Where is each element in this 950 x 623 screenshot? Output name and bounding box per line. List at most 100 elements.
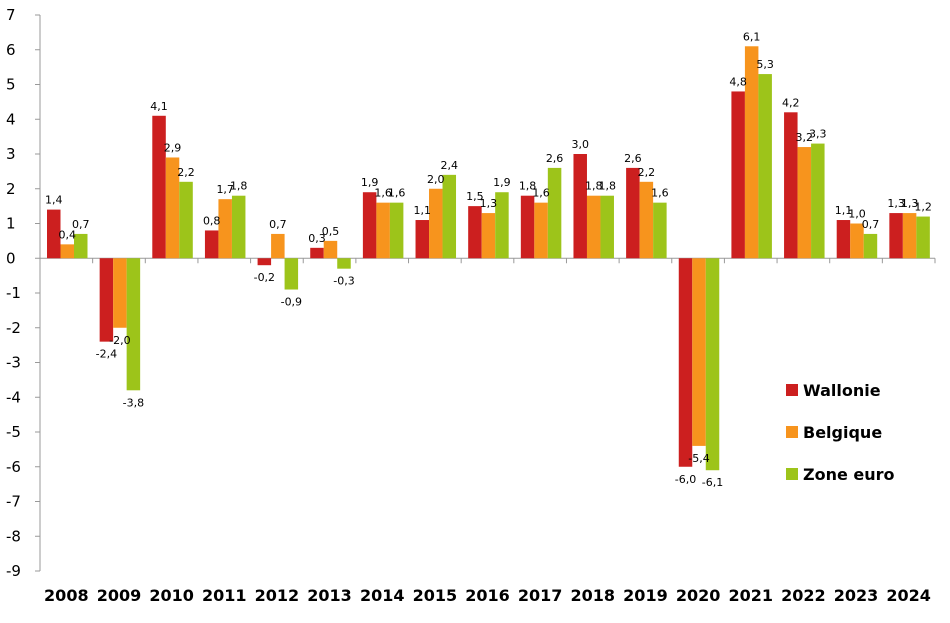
bar-belgique [850, 223, 864, 259]
legend-label: Belgique [803, 423, 882, 442]
y-tick-label: -9 [6, 562, 21, 580]
data-label: 0,4 [59, 228, 77, 241]
bar-belgique [271, 233, 285, 259]
y-tick-label: 6 [6, 41, 16, 59]
bar-zone-euro [284, 258, 299, 290]
bar-wallonie [731, 91, 745, 259]
bar-zone-euro [231, 195, 246, 259]
y-tick-label: -7 [6, 493, 21, 511]
y-tick-label: -2 [6, 319, 21, 337]
data-label: 1,8 [598, 180, 616, 193]
x-tick-label: 2008 [44, 586, 89, 605]
bar-zone-euro [547, 167, 562, 259]
y-tick-label: -6 [6, 458, 21, 476]
data-label: 2,6 [624, 152, 642, 165]
data-label: 0,5 [322, 225, 340, 238]
bars [47, 46, 930, 471]
x-tick-label: 2011 [202, 586, 247, 605]
bar-wallonie [626, 167, 640, 259]
bar-belgique [429, 188, 443, 259]
y-tick-label: 3 [6, 145, 16, 163]
legend-swatch [786, 468, 798, 480]
y-tick-label: -8 [6, 527, 21, 545]
y-tick-label: -5 [6, 423, 21, 441]
bar-wallonie [415, 220, 430, 259]
legend-swatch [786, 426, 798, 438]
legend-label: Zone euro [803, 465, 895, 484]
bar-belgique [113, 258, 127, 328]
y-tick-label: 2 [6, 180, 16, 198]
data-label: 1,8 [519, 180, 537, 193]
data-label: 5,3 [756, 58, 774, 71]
data-label: 1,4 [45, 194, 63, 207]
data-label: 6,1 [743, 30, 761, 43]
data-label: 2,4 [441, 159, 459, 172]
bar-wallonie [678, 258, 693, 467]
data-label: 0,7 [72, 218, 90, 231]
data-label: 1,3 [480, 197, 498, 210]
data-label: 1,1 [835, 204, 853, 217]
data-label: 0,3 [308, 232, 326, 245]
bar-zone-euro [337, 258, 351, 269]
y-tick-label: 1 [6, 215, 16, 233]
y-tick-label: 0 [6, 249, 16, 267]
x-tick-label: 2012 [255, 586, 300, 605]
x-tick-label: 2016 [465, 586, 510, 605]
y-tick-label: 5 [6, 76, 16, 94]
data-label: -6,1 [702, 476, 723, 489]
data-label: 1,3 [901, 197, 919, 210]
data-label: 1,5 [466, 190, 484, 203]
data-label: -2,0 [109, 334, 130, 347]
data-label: 1,6 [532, 187, 550, 200]
data-label: 1,2 [914, 201, 932, 214]
bar-wallonie [152, 115, 166, 259]
bar-belgique [534, 202, 548, 259]
data-label: -0,3 [333, 275, 354, 288]
bar-wallonie [204, 230, 219, 259]
bar-wallonie [889, 213, 903, 259]
data-label: 1,6 [374, 187, 392, 200]
data-label: 4,8 [729, 75, 747, 88]
bar-zone-euro [389, 202, 404, 259]
x-tick-label: 2014 [360, 586, 405, 605]
data-label: 1,0 [848, 208, 866, 221]
bar-wallonie [47, 209, 61, 259]
x-tick-label: 2018 [571, 586, 616, 605]
bar-wallonie [520, 195, 535, 259]
x-tick-label: 2020 [676, 586, 721, 605]
bar-zone-euro [179, 181, 193, 259]
x-tick-label: 2022 [781, 586, 826, 605]
x-tick-label: 2013 [307, 586, 352, 605]
x-tick-label: 2015 [413, 586, 458, 605]
bar-wallonie [362, 192, 377, 259]
data-label: 0,7 [269, 218, 287, 231]
data-label: 3,0 [571, 138, 589, 151]
data-label: -6,0 [675, 473, 696, 486]
data-label: -0,2 [254, 271, 275, 284]
data-label: 1,9 [361, 176, 379, 189]
data-label: 1,6 [388, 187, 406, 200]
bar-zone-euro [74, 233, 88, 259]
x-tick-label: 2010 [149, 586, 194, 605]
bar-zone-euro [442, 174, 457, 259]
legend-swatch [786, 384, 798, 396]
y-tick-label: -3 [6, 354, 21, 372]
y-tick-label: 4 [6, 110, 16, 128]
bar-wallonie [310, 247, 324, 259]
bar-belgique [586, 195, 601, 259]
bar-belgique [60, 244, 74, 259]
bar-wallonie [257, 258, 272, 266]
data-label: 1,8 [230, 180, 248, 193]
data-label: -0,9 [281, 296, 302, 309]
bar-belgique [165, 157, 180, 259]
bar-zone-euro [758, 74, 772, 259]
bar-belgique [323, 240, 338, 259]
x-tick-label: 2019 [623, 586, 668, 605]
data-label: 1,3 [887, 197, 905, 210]
data-label: -5,4 [688, 452, 709, 465]
data-label: 4,1 [150, 100, 168, 113]
data-label: 1,7 [216, 183, 234, 196]
axes: 7 6 5 4 3 2 1 0 -1 -2 -3 -4 -5 -6 -7 -8 -9 2008 2009 2010 20… [6, 6, 936, 605]
bar-zone-euro [600, 195, 614, 259]
